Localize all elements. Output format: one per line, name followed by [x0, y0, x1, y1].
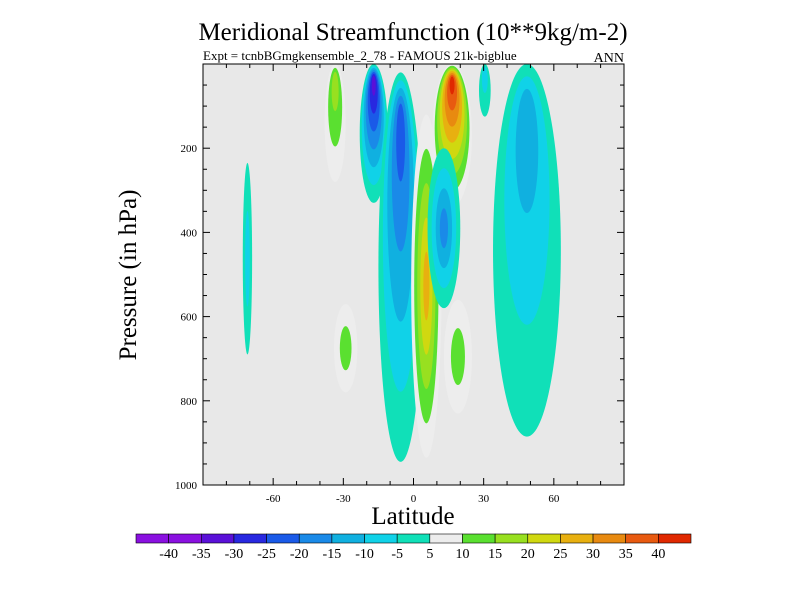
x-tick-label: 30 — [478, 493, 490, 505]
contour-band — [515, 88, 539, 214]
contour-region — [493, 64, 561, 437]
contour-region — [359, 64, 388, 203]
colorbar-label: 5 — [426, 547, 433, 562]
colorbar-label: 40 — [651, 547, 665, 562]
colorbar-swatch — [560, 533, 594, 544]
contour-region — [324, 64, 346, 182]
y-axis-title: Pressure (in hPa) — [115, 190, 142, 361]
colorbar-swatch — [494, 533, 529, 544]
contour-band — [439, 208, 448, 249]
colorbar-swatch — [592, 533, 627, 544]
colorbar-label: -35 — [192, 547, 211, 562]
colorbar-label: -30 — [225, 547, 244, 562]
colorbar-label: -10 — [355, 547, 374, 562]
colorbar-swatch — [462, 533, 496, 544]
axis-ticks — [202, 63, 625, 486]
colorbar-label: -15 — [323, 547, 342, 562]
colorbar-label: -5 — [391, 547, 403, 562]
contour-band — [423, 251, 430, 321]
contour-region — [333, 303, 358, 393]
x-tick-label: 0 — [411, 493, 417, 505]
contour-band — [481, 66, 488, 93]
colorbar-swatch — [396, 533, 431, 544]
contour-band — [245, 210, 250, 307]
y-tick-label: 1000 — [175, 480, 198, 492]
x-tick-label: 60 — [548, 493, 560, 505]
season-label: ANN — [594, 51, 624, 66]
colorbar-swatch — [298, 533, 333, 544]
y-tick-label: 600 — [181, 312, 198, 324]
contour-region — [427, 148, 461, 309]
colorbar-label: 20 — [521, 547, 535, 562]
contour-regions — [242, 64, 561, 462]
colorbar — [135, 533, 692, 544]
colorbar-label: -40 — [159, 547, 178, 562]
colorbar-label: 15 — [488, 547, 502, 562]
colorbar-label: -20 — [290, 547, 309, 562]
contour-band — [449, 76, 455, 95]
colorbar-swatch — [429, 533, 463, 544]
x-tick-label: -30 — [336, 493, 351, 505]
x-tick-label: -60 — [266, 493, 281, 505]
axis-tick-labels: -60 -30 0 30 60 200 400 600 800 1000 — [175, 143, 560, 505]
colorbar-label: 35 — [619, 547, 633, 562]
colorbar-swatch — [200, 533, 235, 544]
colorbar-label: 10 — [455, 547, 469, 562]
colorbar-swatch — [331, 533, 365, 544]
colorbar-label: 25 — [553, 547, 567, 562]
colorbar-swatch — [625, 533, 659, 544]
colorbar-swatch — [658, 533, 692, 544]
y-tick-label: 800 — [181, 396, 198, 408]
colorbar-swatch — [168, 533, 202, 544]
contour-region — [378, 72, 423, 462]
colorbar-swatch — [233, 533, 267, 544]
chart-title: Meridional Streamfunction (10**9kg/m-2) — [198, 19, 627, 46]
contour-band — [450, 328, 465, 386]
contour-region — [478, 64, 491, 117]
colorbar-swatch — [364, 533, 398, 544]
contour-band — [339, 326, 352, 371]
colorbar-swatch — [266, 533, 300, 544]
y-tick-label: 400 — [181, 227, 198, 239]
contour-band — [371, 75, 376, 96]
x-axis-title: Latitude — [371, 503, 454, 530]
chart-subtitle: Expt = tcnbBGmgkensemble_2_78 - FAMOUS 2… — [203, 48, 517, 63]
colorbar-swatch — [135, 533, 169, 544]
colorbar-swatch — [527, 533, 561, 544]
contour-band — [331, 71, 339, 112]
colorbar-labels: -40 -35 -30 -25 -20 -15 -10 -5 5 10 15 20 25 30 35 40 — [159, 547, 665, 562]
contour-region — [443, 299, 472, 414]
contour-region — [242, 162, 253, 355]
colorbar-label: -25 — [257, 547, 276, 562]
colorbar-label: 30 — [586, 547, 600, 562]
y-tick-label: 200 — [181, 143, 198, 155]
contour-band — [396, 103, 406, 182]
